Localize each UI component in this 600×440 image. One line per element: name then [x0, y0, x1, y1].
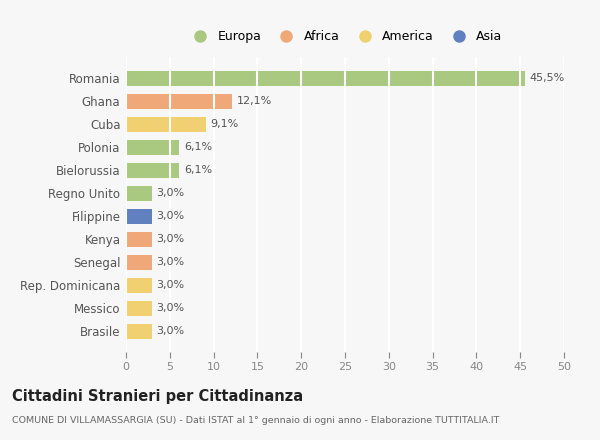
Text: 6,1%: 6,1%: [184, 165, 212, 175]
Text: 3,0%: 3,0%: [157, 211, 185, 221]
Bar: [126, 139, 179, 154]
Bar: [126, 324, 152, 339]
Text: 3,0%: 3,0%: [157, 234, 185, 244]
Bar: [126, 94, 232, 109]
Text: Cittadini Stranieri per Cittadinanza: Cittadini Stranieri per Cittadinanza: [12, 389, 303, 404]
Text: COMUNE DI VILLAMASSARGIA (SU) - Dati ISTAT al 1° gennaio di ogni anno - Elaboraz: COMUNE DI VILLAMASSARGIA (SU) - Dati IST…: [12, 416, 499, 425]
Text: 9,1%: 9,1%: [210, 119, 238, 129]
Bar: [126, 278, 152, 293]
Text: 45,5%: 45,5%: [529, 73, 564, 83]
Text: 3,0%: 3,0%: [157, 303, 185, 313]
Bar: [126, 231, 152, 246]
Bar: [126, 186, 152, 201]
Bar: [126, 163, 179, 178]
Bar: [126, 70, 524, 85]
Bar: [126, 209, 152, 224]
Text: 12,1%: 12,1%: [236, 96, 272, 106]
Legend: Europa, Africa, America, Asia: Europa, Africa, America, Asia: [182, 25, 508, 48]
Bar: [126, 301, 152, 315]
Text: 6,1%: 6,1%: [184, 142, 212, 152]
Bar: [126, 255, 152, 270]
Text: 3,0%: 3,0%: [157, 188, 185, 198]
Text: 3,0%: 3,0%: [157, 257, 185, 267]
Text: 3,0%: 3,0%: [157, 326, 185, 336]
Text: 3,0%: 3,0%: [157, 280, 185, 290]
Bar: [126, 117, 206, 132]
